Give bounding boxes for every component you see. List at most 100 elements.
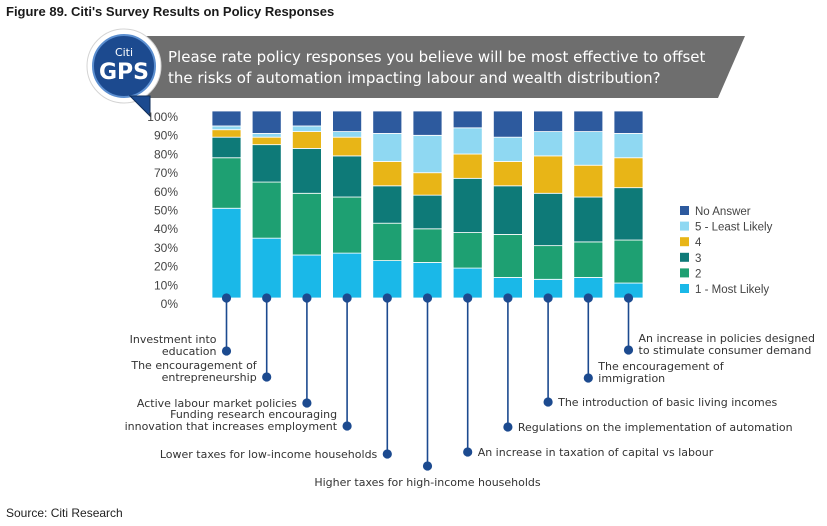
connector-top-dot (221, 293, 232, 303)
y-tick-label: 80% (154, 147, 178, 161)
bar-segment (533, 245, 563, 280)
connector-end-dot (543, 397, 553, 407)
bar-segment (412, 110, 443, 136)
y-tick-label: 10% (154, 278, 178, 292)
bar-segment (251, 237, 282, 299)
bar-segment (492, 185, 523, 235)
connector-top-dot (543, 293, 553, 303)
badge-top-text: Citi (115, 46, 133, 59)
category-label: Higher taxes for high-income households (314, 476, 541, 489)
bar-segment (412, 194, 443, 230)
bar-segment (332, 110, 363, 132)
legend-label: 5 - Least Likely (695, 222, 773, 234)
y-tick-label: 100% (147, 110, 178, 124)
bar-segment (332, 196, 363, 254)
y-tick-label: 70% (154, 166, 178, 180)
y-tick-label: 0% (161, 297, 179, 311)
connector-end-dot (422, 461, 433, 471)
category-label: Regulations on the implementation of aut… (518, 421, 793, 434)
connector-end-dot (342, 421, 352, 431)
bar-segment (573, 196, 604, 243)
bar-segment (613, 157, 644, 189)
bar-segment (492, 161, 523, 187)
bar-segment (613, 239, 644, 284)
connector-end-dot (583, 373, 593, 383)
category-label: immigration (598, 372, 665, 385)
bar-segment (211, 125, 242, 131)
category-label: Active labour market policies (137, 397, 297, 410)
y-axis: 100% 90% 80% 70% 60% 50% 40% 30% 20% 10% 0% (147, 110, 178, 311)
y-tick-label: 30% (154, 241, 178, 255)
bar-segment (492, 136, 523, 162)
bar-segment (211, 110, 242, 127)
category-label: to stimulate consumer demand (639, 344, 812, 357)
bar-segment (412, 172, 443, 196)
bar-segment (332, 136, 363, 157)
connector-top-dot (302, 293, 312, 303)
legend-swatch (680, 206, 689, 215)
y-tick-label: 60% (154, 185, 178, 199)
connector-top-dot (262, 293, 272, 303)
bar-segment (332, 252, 363, 299)
category-label: Lower taxes for low-income households (160, 448, 378, 461)
bar-segment (573, 164, 604, 198)
connector-end-dot (463, 447, 473, 457)
connector-top-dot (583, 293, 593, 303)
bar-segment (412, 134, 443, 174)
bar-segment (452, 153, 483, 179)
bar-segment (452, 177, 483, 233)
connector-top-dot (623, 293, 634, 303)
legend-swatch (680, 284, 689, 293)
legend-swatch (680, 252, 689, 262)
citi-gps-badge: Citi GPS (86, 28, 162, 118)
bar-segment (533, 110, 563, 132)
bar-segment (372, 222, 403, 261)
legend-label: 2 (695, 268, 701, 280)
bar-segment (533, 155, 563, 194)
legend-swatch (680, 221, 689, 231)
bar-segment (533, 131, 563, 157)
legend-label: 1 - Most Likely (695, 284, 769, 296)
bar-segment (452, 232, 483, 269)
connector-top-dot (342, 293, 352, 303)
category-label: Funding research encouraging (170, 408, 337, 421)
bars (211, 110, 644, 299)
category-label: Investment into (130, 333, 217, 346)
question-banner (118, 36, 745, 98)
category-label: The encouragement of (130, 359, 257, 372)
bar-segment (211, 129, 242, 138)
legend-label: 3 (695, 253, 701, 265)
category-label: innovation that increases employment (125, 420, 338, 433)
question-line-2: the risks of automation impacting labour… (168, 69, 661, 87)
bar-segment (251, 133, 282, 138)
bar-segment (291, 125, 322, 132)
question-line-1: Please rate policy responses you believe… (168, 48, 705, 66)
connector-end-dot (382, 449, 392, 459)
y-tick-label: 40% (154, 222, 178, 236)
bar-segment (412, 262, 443, 299)
y-tick-label: 20% (154, 260, 178, 274)
bar-segment (211, 207, 242, 299)
connector-end-dot (623, 345, 634, 355)
bar-segment (412, 228, 443, 263)
source-note: Source: Citi Research (6, 506, 123, 520)
bar-segment (291, 131, 322, 149)
y-tick-label: 50% (154, 204, 178, 218)
bar-segment (613, 133, 644, 159)
legend-swatch (680, 237, 689, 247)
connector-top-dot (422, 293, 433, 303)
bar-segment (211, 136, 242, 159)
connector-end-dot (302, 398, 312, 408)
bar-segment (452, 127, 483, 155)
y-tick-label: 90% (154, 129, 178, 143)
bar-segment (452, 110, 483, 129)
bar-segment (291, 147, 322, 194)
bar-segment (613, 187, 644, 241)
bar-segment (291, 110, 322, 127)
bar-segment (332, 155, 363, 198)
bar-segment (372, 133, 403, 162)
legend-swatch (680, 268, 689, 278)
bar-segment (291, 192, 322, 256)
connector-top-dot (503, 293, 513, 303)
